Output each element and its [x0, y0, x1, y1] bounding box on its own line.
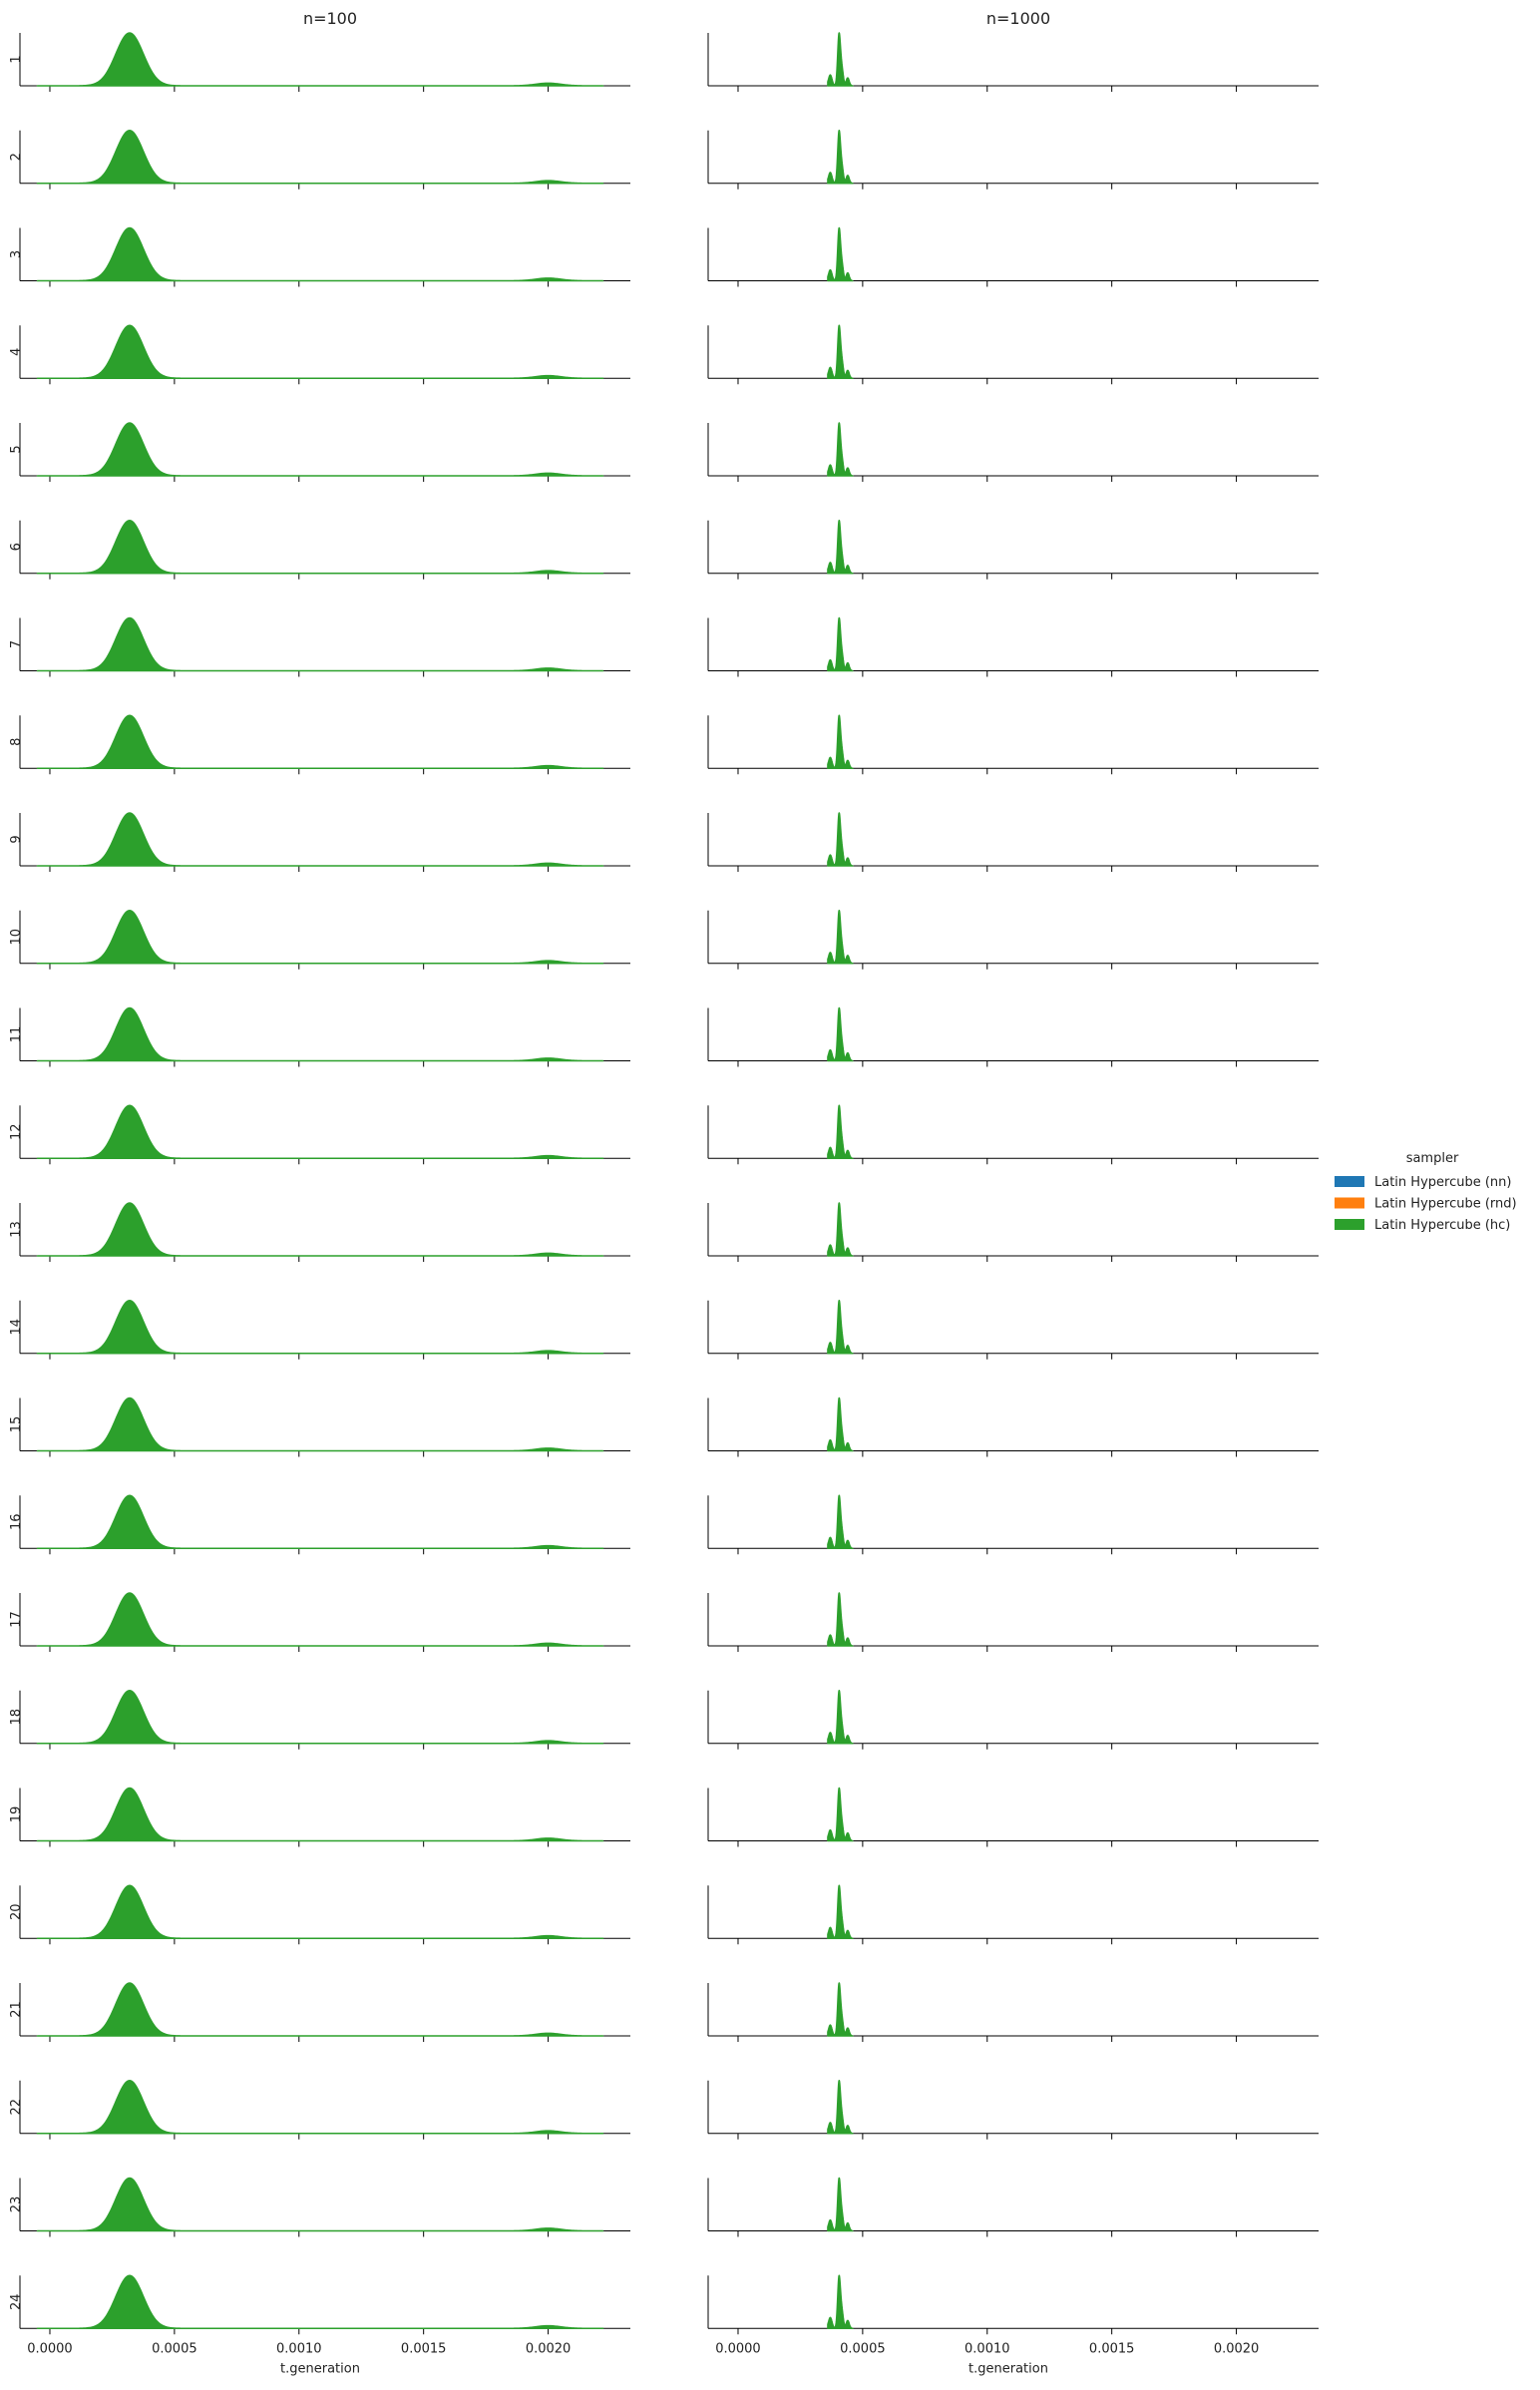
- x-tick-label: 0.0015: [1089, 2341, 1135, 2356]
- density-area-hc: [827, 1104, 854, 1159]
- row-label-13: 13: [9, 1221, 24, 1238]
- density-area-hc: [827, 1690, 854, 1745]
- density-area-hc: [827, 1202, 854, 1257]
- density-area-hc: [827, 1396, 854, 1452]
- density-area-hc: [36, 1104, 604, 1159]
- row-label-8: 8: [9, 738, 24, 746]
- density-area-hc: [36, 1787, 604, 1842]
- row-label-6: 6: [9, 543, 24, 551]
- density-area-hc: [827, 2177, 854, 2232]
- legend-title: sampler: [1406, 1151, 1459, 1166]
- density-area-hc: [36, 910, 604, 965]
- column-title-n=100: n=100: [303, 9, 357, 28]
- density-area-hc: [827, 910, 854, 965]
- density-area-hc: [36, 1202, 604, 1257]
- density-area-hc: [827, 1884, 854, 1939]
- row-label-21: 21: [9, 2001, 24, 2018]
- density-area-hc: [827, 324, 854, 379]
- density-area-hc: [36, 32, 604, 87]
- row-label-18: 18: [9, 1709, 24, 1726]
- density-area-hc: [36, 2080, 604, 2135]
- row-label-9: 9: [9, 835, 24, 843]
- density-area-hc: [36, 1300, 604, 1355]
- density-area-hc: [827, 812, 854, 867]
- density-area-hc: [36, 2274, 604, 2329]
- x-tick-label: 0.0010: [964, 2341, 1010, 2356]
- row-label-10: 10: [9, 929, 24, 946]
- density-area-hc: [827, 226, 854, 282]
- density-area-hc: [36, 130, 604, 185]
- density-area-hc: [36, 812, 604, 867]
- density-area-hc: [36, 324, 604, 379]
- density-area-hc: [36, 1494, 604, 1549]
- density-area-hc: [827, 1494, 854, 1549]
- legend-label: Latin Hypercube (nn): [1374, 1175, 1511, 1190]
- x-tick-label: 0.0020: [1214, 2341, 1260, 2356]
- density-area-hc: [827, 1982, 854, 2037]
- density-area-hc: [36, 1592, 604, 1647]
- row-label-17: 17: [9, 1611, 24, 1628]
- density-area-hc: [827, 520, 854, 575]
- density-area-hc: [36, 1006, 604, 1062]
- legend-label: Latin Hypercube (hc): [1374, 1218, 1510, 1233]
- density-area-hc: [827, 2274, 854, 2329]
- density-area-hc: [827, 422, 854, 477]
- density-area-hc: [36, 616, 604, 672]
- density-area-hc: [36, 422, 604, 477]
- x-axis-label: t.generation: [280, 2361, 360, 2376]
- legend-swatch: [1335, 1176, 1364, 1187]
- x-tick-label: 0.0005: [840, 2341, 886, 2356]
- row-label-7: 7: [9, 640, 24, 648]
- row-label-16: 16: [9, 1513, 24, 1530]
- x-tick-label: 0.0020: [526, 2341, 572, 2356]
- legend-swatch: [1335, 1219, 1364, 1230]
- legend-label: Latin Hypercube (rnd): [1374, 1197, 1517, 1212]
- x-tick-label: 0.0015: [401, 2341, 447, 2356]
- row-label-2: 2: [9, 153, 24, 161]
- density-area-hc: [36, 1884, 604, 1939]
- density-area-hc: [827, 1592, 854, 1647]
- x-tick-label: 0.0000: [27, 2341, 73, 2356]
- density-area-hc: [827, 32, 854, 87]
- density-area-hc: [827, 1300, 854, 1355]
- row-label-11: 11: [9, 1026, 24, 1043]
- density-area-hc: [827, 2080, 854, 2135]
- density-area-hc: [36, 1396, 604, 1452]
- density-area-hc: [827, 130, 854, 185]
- x-tick-label: 0.0010: [276, 2341, 322, 2356]
- row-label-4: 4: [9, 348, 24, 356]
- row-label-5: 5: [9, 445, 24, 453]
- row-label-1: 1: [9, 55, 24, 63]
- row-label-14: 14: [9, 1319, 24, 1336]
- density-area-hc: [827, 714, 854, 769]
- density-area-hc: [827, 1006, 854, 1062]
- row-label-22: 22: [9, 2099, 24, 2116]
- row-label-3: 3: [9, 250, 24, 258]
- density-area-hc: [36, 2177, 604, 2232]
- row-label-20: 20: [9, 1903, 24, 1920]
- density-area-hc: [36, 1690, 604, 1745]
- x-axis-label: t.generation: [968, 2361, 1048, 2376]
- x-tick-label: 0.0005: [152, 2341, 197, 2356]
- column-title-n=1000: n=1000: [986, 9, 1050, 28]
- row-label-15: 15: [9, 1416, 24, 1433]
- density-area-hc: [827, 616, 854, 672]
- row-label-23: 23: [9, 2196, 24, 2213]
- row-label-19: 19: [9, 1806, 24, 1823]
- x-tick-label: 0.0000: [715, 2341, 761, 2356]
- row-label-24: 24: [9, 2293, 24, 2310]
- density-area-hc: [36, 520, 604, 575]
- row-label-12: 12: [9, 1123, 24, 1140]
- density-area-hc: [827, 1787, 854, 1842]
- legend-swatch: [1335, 1197, 1364, 1209]
- density-area-hc: [36, 714, 604, 769]
- density-area-hc: [36, 226, 604, 282]
- density-area-hc: [36, 1982, 604, 2037]
